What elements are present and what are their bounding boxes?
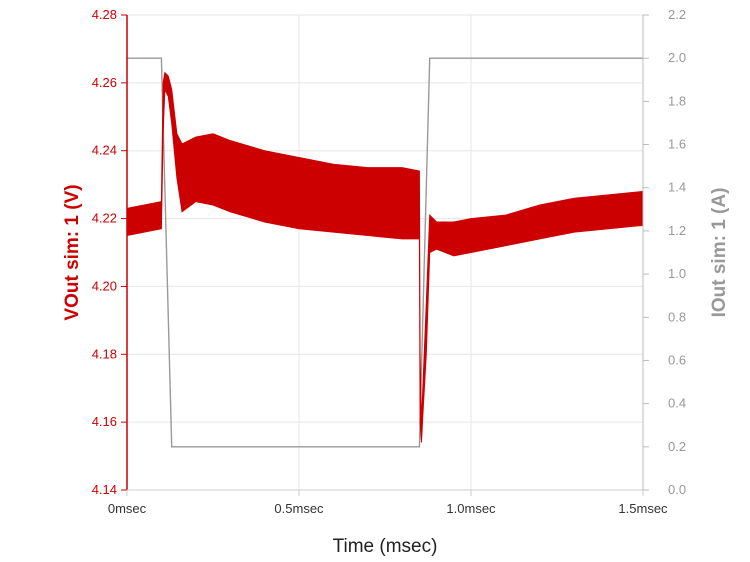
iout-series-line [127, 57, 643, 448]
y-right-tick-label: 2.0 [668, 50, 686, 65]
grid [126, 14, 644, 491]
y-right-tick-label: 2.2 [668, 7, 686, 22]
y-right-tick-label: 1.6 [668, 137, 686, 152]
y-left-axis-title: VOut sim: 1 (V) [62, 184, 83, 320]
y-left-tick-label: 4.18 [92, 346, 117, 361]
y-left-tick-label: 4.28 [92, 7, 117, 22]
x-tick-label: 1.5msec [618, 501, 668, 516]
axes [121, 14, 649, 496]
y-right-tick-label: 0.6 [668, 352, 686, 367]
y-right-tick-label: 0.2 [668, 439, 686, 454]
y-left-tick-label: 4.14 [92, 482, 117, 497]
y-right-tick-label: 0.8 [668, 309, 686, 324]
y-left-tick-label: 4.22 [92, 211, 117, 226]
y-left-tick-label: 4.16 [92, 414, 117, 429]
x-tick-label: 1.0msec [446, 501, 496, 516]
y-left-tick-label: 4.20 [92, 278, 117, 293]
plot-area [126, 57, 644, 448]
x-axis-title: Time (msec) [333, 536, 438, 557]
y-right-tick-label: 1.0 [668, 266, 686, 281]
y-left-tick-label: 4.26 [92, 75, 117, 90]
vout-series-band [126, 71, 644, 443]
y-right-tick-label: 0.0 [668, 482, 686, 497]
x-tick-label: 0msec [108, 501, 147, 516]
y-left-tick-label: 4.24 [92, 143, 117, 158]
y-right-tick-label: 1.8 [668, 93, 686, 108]
y-right-tick-label: 1.4 [668, 180, 686, 195]
y-right-tick-label: 1.2 [668, 223, 686, 238]
tick-labels: 4.14 4.16 4.18 4.20 4.22 4.24 4.26 4.28 0.0 0.2 0.… [92, 7, 686, 516]
y-right-axis-title: IOut sim: 1 (A) [709, 188, 730, 318]
y-right-tick-label: 0.4 [668, 396, 686, 411]
x-tick-label: 0.5msec [274, 501, 324, 516]
